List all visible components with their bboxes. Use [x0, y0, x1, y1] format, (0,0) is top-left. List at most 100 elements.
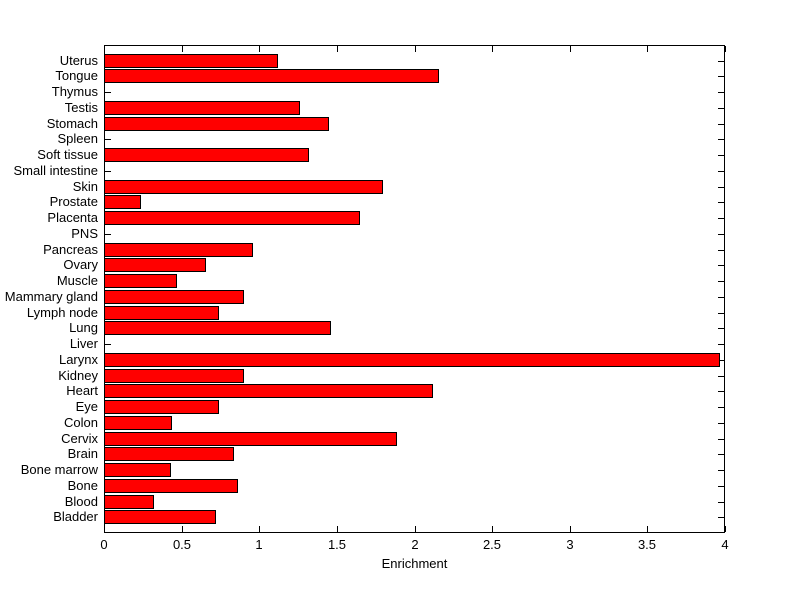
x-tick-label: 2.5	[482, 537, 502, 552]
x-tick-label: 1	[255, 537, 263, 552]
y-axis-tick-left	[105, 139, 111, 140]
bar	[104, 54, 278, 68]
y-axis-label: Pancreas	[43, 241, 98, 257]
bar	[104, 479, 238, 493]
bar	[104, 321, 331, 335]
y-axis-label: Soft tissue	[37, 147, 98, 163]
y-axis-tick-right	[718, 376, 724, 377]
y-axis-label: Ovary	[63, 257, 98, 273]
y-axis-label: Testis	[64, 99, 98, 115]
bar	[104, 416, 172, 430]
y-axis-tick-right	[718, 139, 724, 140]
x-axis-tick-top	[337, 46, 338, 52]
y-axis-label: Larynx	[58, 351, 98, 367]
y-axis-label: Bone	[67, 477, 98, 493]
bar	[104, 211, 360, 225]
bar	[104, 101, 300, 115]
x-axis-tick-bottom	[725, 526, 726, 532]
y-axis-tick-right	[718, 171, 724, 172]
y-axis-label: Kidney	[58, 367, 98, 383]
x-tick-label: 0	[100, 537, 108, 552]
x-axis-tick-bottom	[259, 526, 260, 532]
bar	[104, 195, 141, 209]
y-axis-label: PNS	[71, 225, 98, 241]
y-axis-tick-right	[718, 344, 724, 345]
x-axis-tick-top	[259, 46, 260, 52]
y-axis-tick-right	[718, 108, 724, 109]
bar	[104, 258, 206, 272]
y-axis-tick-right	[718, 454, 724, 455]
y-axis-label: Lymph node	[26, 304, 98, 320]
y-axis-tick-right	[718, 360, 724, 361]
x-axis-tick-bottom	[415, 526, 416, 532]
bar	[104, 447, 234, 461]
y-axis-label: Brain	[67, 446, 98, 462]
x-tick-label: 3	[566, 537, 574, 552]
x-axis-title: Enrichment	[381, 556, 448, 571]
x-axis-tick-top	[570, 46, 571, 52]
y-axis-tick-left	[105, 344, 111, 345]
y-axis-label: Spleen	[57, 131, 98, 147]
bar	[104, 495, 154, 509]
y-axis-label: Prostate	[49, 194, 98, 210]
x-axis-tick-top	[725, 46, 726, 52]
x-axis-tick-bottom	[570, 526, 571, 532]
x-axis-tick-bottom	[337, 526, 338, 532]
y-axis-tick-left	[105, 171, 111, 172]
y-axis-tick-right	[718, 391, 724, 392]
x-axis-tick-top	[647, 46, 648, 52]
bar	[104, 306, 219, 320]
y-axis-tick-right	[718, 297, 724, 298]
bar	[104, 384, 433, 398]
y-axis-label: Eye	[75, 399, 98, 415]
y-axis-label: Stomach	[46, 115, 98, 131]
bar	[104, 180, 383, 194]
y-axis-tick-right	[718, 218, 724, 219]
y-axis-label: Mammary gland	[4, 288, 98, 304]
y-axis-label: Bladder	[53, 509, 98, 525]
y-axis-tick-right	[718, 502, 724, 503]
bar	[104, 463, 171, 477]
y-axis-tick-left	[105, 234, 111, 235]
y-axis-label: Bone marrow	[20, 462, 98, 478]
y-axis-label: Muscle	[56, 273, 98, 289]
bar	[104, 432, 397, 446]
y-axis-tick-right	[718, 407, 724, 408]
bar	[104, 274, 177, 288]
x-tick-label: 0.5	[172, 537, 192, 552]
y-axis-tick-right	[718, 486, 724, 487]
x-axis-tick-bottom	[182, 526, 183, 532]
y-axis-label: Tongue	[55, 68, 98, 84]
x-tick-label: 1.5	[327, 537, 347, 552]
y-axis-tick-right	[718, 281, 724, 282]
y-axis-tick-right	[718, 76, 724, 77]
x-axis-tick-top	[182, 46, 183, 52]
x-axis-tick-bottom	[104, 526, 105, 532]
x-axis-tick-top	[492, 46, 493, 52]
y-axis-tick-right	[718, 470, 724, 471]
bar	[104, 148, 309, 162]
bar	[104, 290, 244, 304]
bar	[104, 243, 253, 257]
y-axis-tick-right	[718, 124, 724, 125]
bar	[104, 510, 216, 524]
y-axis-label: Cervix	[61, 430, 98, 446]
y-axis-tick-right	[718, 250, 724, 251]
y-axis-label: Colon	[64, 414, 98, 430]
bar	[104, 353, 720, 367]
y-axis-tick-right	[718, 517, 724, 518]
y-axis-tick-right	[718, 265, 724, 266]
x-axis-tick-top	[104, 46, 105, 52]
x-axis-tick-bottom	[492, 526, 493, 532]
y-axis-tick-right	[718, 202, 724, 203]
x-tick-label: 4	[721, 537, 729, 552]
y-axis-label: Small intestine	[13, 162, 98, 178]
x-tick-label: 2	[411, 537, 419, 552]
x-tick-label: 3.5	[637, 537, 657, 552]
y-axis-tick-right	[718, 313, 724, 314]
y-axis-label: Placenta	[47, 210, 98, 226]
bar	[104, 369, 244, 383]
y-axis-tick-right	[718, 328, 724, 329]
y-axis-tick-right	[718, 423, 724, 424]
